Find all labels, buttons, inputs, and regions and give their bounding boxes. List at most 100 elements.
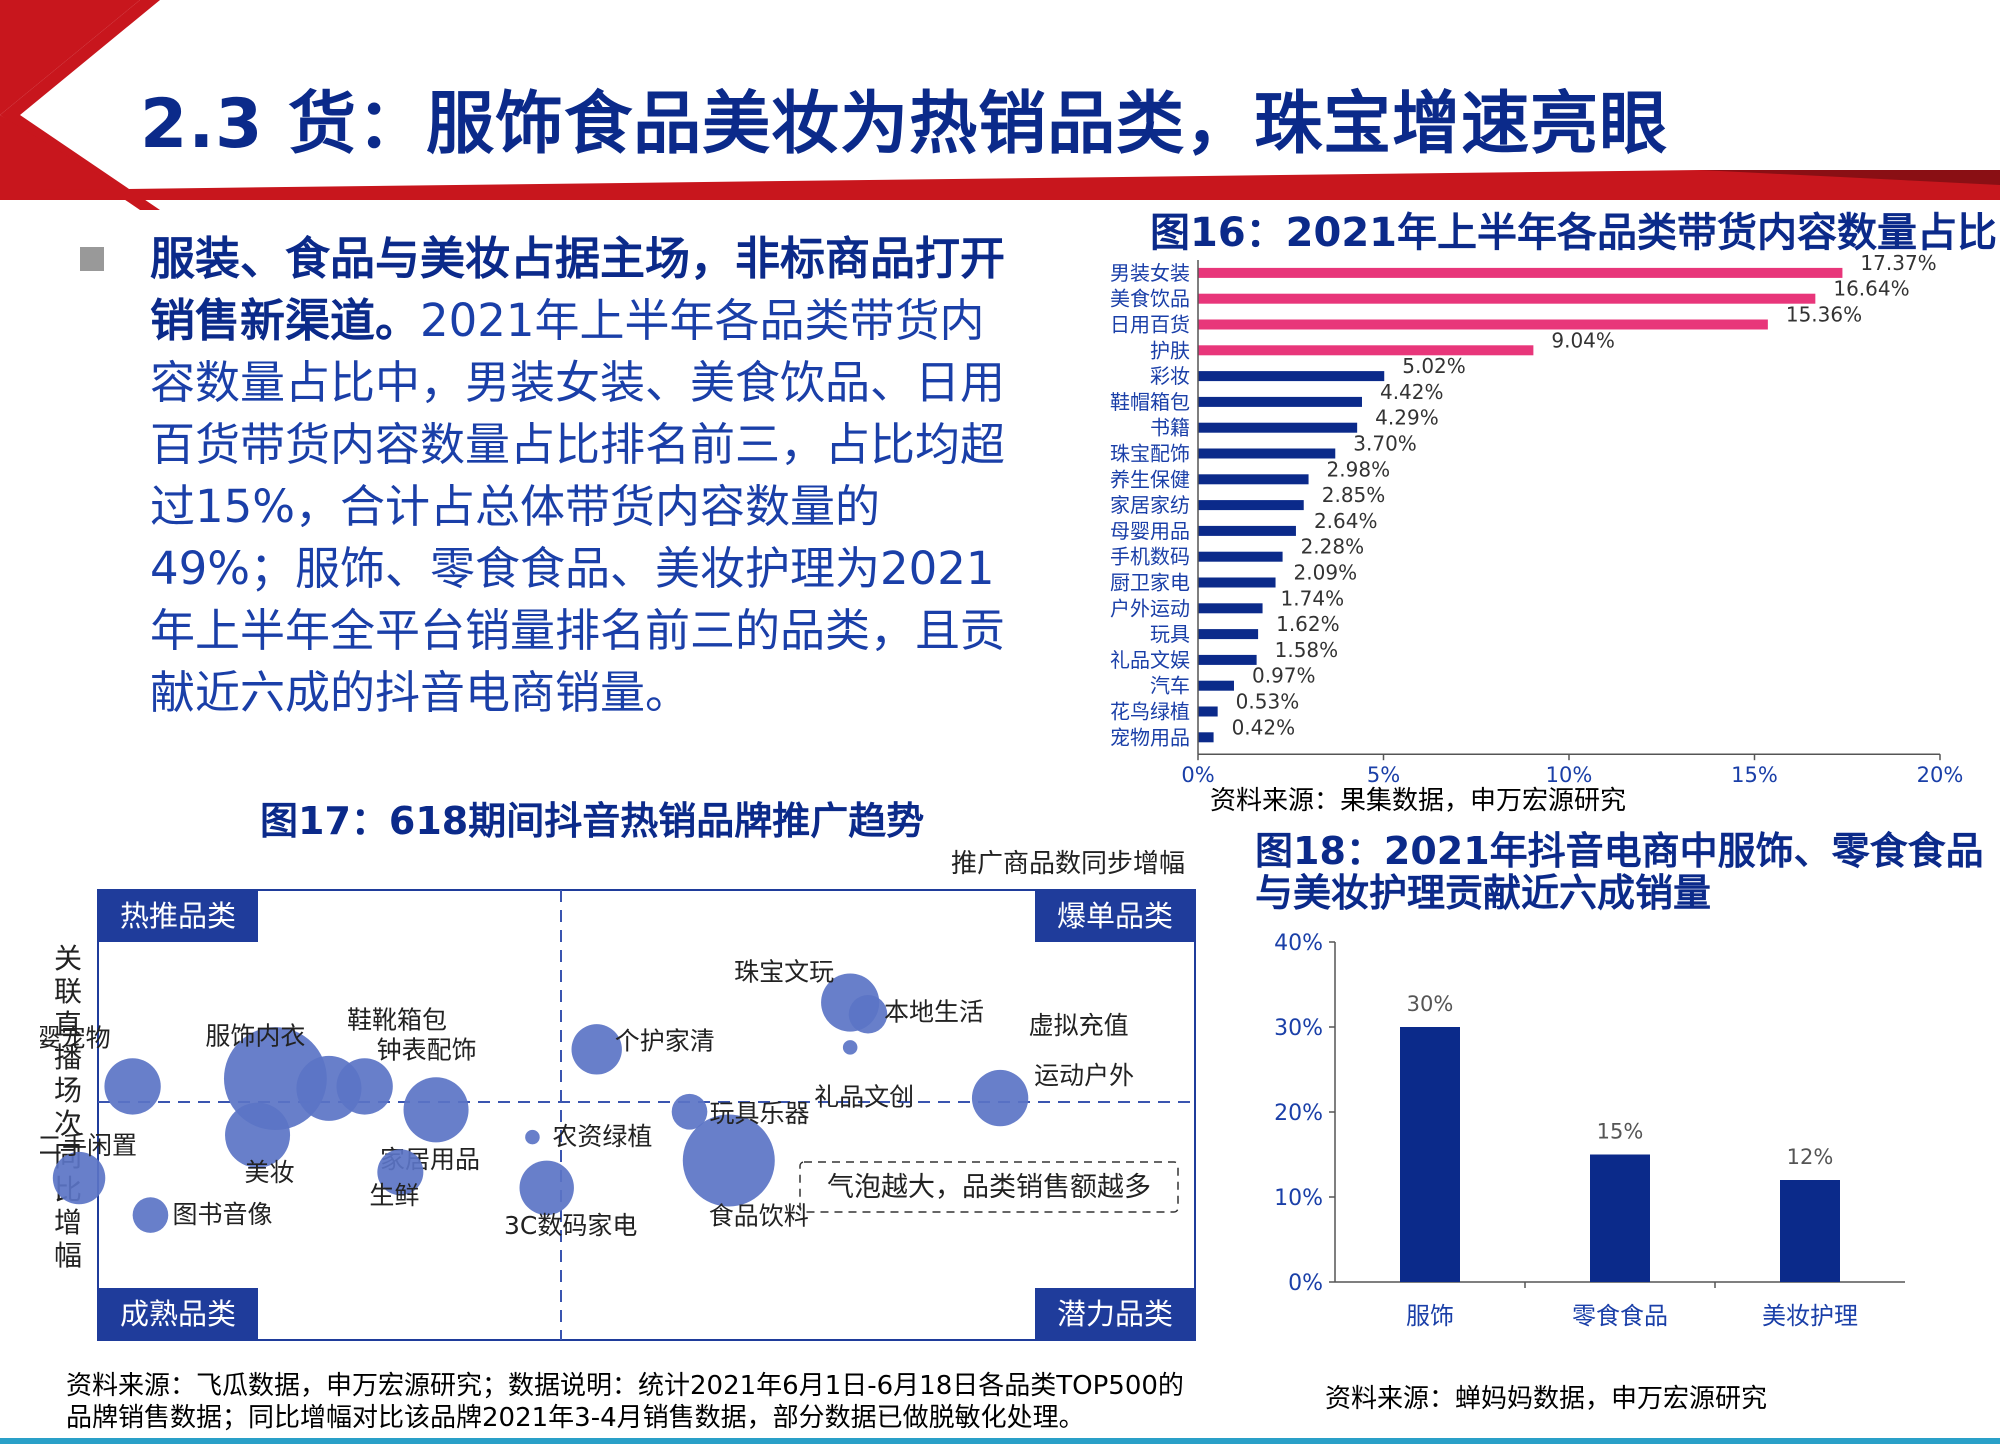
fig17-y-axis-char: 幅 (54, 1239, 82, 1272)
fig16-category-label: 养生保健 (1110, 467, 1190, 491)
fig16-bar (1198, 603, 1263, 614)
fig16-value-label: 1.62% (1276, 612, 1340, 636)
fig17-bubble-label: 玩具乐器 (710, 1099, 810, 1128)
fig18-y-tick-label: 20% (1274, 1101, 1323, 1126)
fig16-value-label: 1.74% (1281, 586, 1345, 610)
fig17-quadrant-bottom-right-label: 潜力品类 (1057, 1297, 1173, 1331)
fig16-category-label: 鞋帽箱包 (1110, 390, 1190, 414)
fig17-bubble (132, 1197, 169, 1233)
fig17-y-axis-char: 联 (54, 975, 82, 1008)
fig17-bubble (336, 1058, 393, 1115)
fig16-bar (1198, 500, 1304, 511)
fig17-quadrant-bottom-left-box (98, 1288, 258, 1340)
fig16-category-label: 护肤 (1150, 338, 1190, 362)
fig17-bubble (104, 1058, 161, 1115)
fig16-category-label: 手机数码 (1110, 545, 1190, 569)
header-red-band-tip (1700, 170, 2000, 185)
fig17-bubble (377, 1149, 424, 1196)
fig17-bubble (848, 995, 888, 1034)
fig17-quadrant-top-right-label: 爆单品类 (1057, 899, 1173, 933)
fig16-category-label: 珠宝配饰 (1110, 442, 1190, 466)
body-paragraph: 服装、食品与美妆占据主场，非标商品打开销售新渠道。2021年上半年各品类带货内容… (150, 228, 1020, 724)
fig16-bar (1198, 293, 1816, 304)
fig17-bubble (971, 1069, 1029, 1127)
fig17-y-axis-char: 场 (54, 1074, 82, 1107)
fig16-value-label: 3.70% (1353, 432, 1417, 456)
fig18-y-tick-label: 0% (1288, 1271, 1323, 1296)
header-red-chevron-fill (0, 0, 140, 115)
fig17-bubble-label: 服饰内衣 (205, 1022, 305, 1051)
fig16-x-tick-label: 20% (1917, 763, 1964, 785)
fig16-x-tick-label: 15% (1731, 763, 1778, 785)
page-title: 2.3 货：服饰食品美妆为热销品类，珠宝增速亮眼 (140, 85, 1669, 164)
fig18-title-line1: 图18：2021年抖音电商中服饰、零食食品 (1255, 829, 1984, 873)
fig16-bar (1198, 371, 1385, 382)
fig17-bubble (52, 1151, 106, 1205)
fig16-bar (1198, 577, 1276, 588)
fig16-category-label: 美食饮品 (1110, 287, 1190, 311)
fig16-value-label: 16.64% (1833, 277, 1909, 301)
fig16-category-label: 汽车 (1150, 674, 1190, 698)
fig17-bubble (403, 1077, 469, 1143)
fig16-category-label: 男装女装 (1110, 261, 1190, 285)
fig18-bar (1590, 1154, 1650, 1282)
fig16-bar (1198, 732, 1214, 743)
fig16-bar (1198, 706, 1218, 717)
fig16-value-label: 2.28% (1301, 535, 1365, 559)
fig17-bubble-label: 运动户外 (1034, 1061, 1134, 1090)
fig16-value-label: 0.53% (1236, 690, 1300, 714)
fig16-category-label: 玩具 (1150, 622, 1190, 646)
fig16-value-label: 2.85% (1322, 483, 1386, 507)
fig17-bubble (519, 1160, 574, 1216)
fig16-category-label: 彩妆 (1150, 364, 1190, 388)
fig17-bubble-label: 虚拟充值 (1029, 1011, 1129, 1040)
fig16-x-tick-label: 10% (1546, 763, 1593, 785)
fig18-value-label: 15% (1597, 1120, 1644, 1144)
fig17-bubble-label: 生鲜 (369, 1181, 419, 1210)
fig17-quadrant-top-left-box (98, 890, 258, 942)
fig17-legend-box (799, 1161, 1179, 1213)
fig18-value-label: 12% (1787, 1145, 1834, 1169)
fig18-y-tick-label: 30% (1274, 1016, 1323, 1041)
fig18-category-label: 零食食品 (1572, 1302, 1668, 1330)
fig16-category-label: 户外运动 (1110, 596, 1190, 620)
fig16-bar (1198, 551, 1283, 562)
fig17-legend-note: 气泡越大，品类销售额越多 (827, 1172, 1151, 1203)
fig17-y-axis-char: 次 (54, 1107, 82, 1140)
fig17-bubble (571, 1024, 622, 1075)
fig16-bar (1198, 448, 1336, 459)
fig16-category-label: 日用百货 (1110, 313, 1190, 337)
fig16-bar (1198, 525, 1296, 536)
fig18-value-label: 30% (1407, 992, 1454, 1016)
fig17-bubble-label: 二手闲置 (40, 1131, 137, 1160)
fig16-category-label: 家居家纺 (1110, 493, 1190, 517)
fig17-bubble-label: 钟表配饰 (377, 1035, 477, 1064)
fig17-bubble (842, 1040, 858, 1055)
fig16-category-label: 礼品文娱 (1110, 648, 1190, 672)
fig18-source: 资料来源：蝉妈妈数据，申万宏源研究 (1325, 1384, 1768, 1414)
fig17-frame (97, 889, 1196, 1341)
fig17-bubble-label: 本地生活 (884, 997, 984, 1026)
fig16-value-label: 0.42% (1232, 715, 1296, 739)
fig17-bubble-label: 3C数码家电 (504, 1211, 637, 1240)
fig18-bar (1780, 1180, 1840, 1282)
fig16-value-label: 17.37% (1860, 251, 1936, 275)
fig18-category-label: 美妆护理 (1762, 1302, 1858, 1330)
fig17-quadrant-bottom-left-label: 成熟品类 (120, 1297, 236, 1331)
fig17-title: 图17：618期间抖音热销品牌推广趋势 (260, 799, 925, 843)
fig16-chart: 男装女装 17.37% 美食饮品 16.64% 日用百货 15.36% 护肤 9.04% 彩妆 5… (1110, 251, 1964, 785)
fig17-bubble-label: 个护家清 (615, 1026, 715, 1055)
fig16-bar (1198, 474, 1309, 485)
bullet-square-icon (80, 247, 104, 271)
fig17-y-axis-char: 直 (54, 1008, 82, 1041)
fig16-bar (1198, 396, 1362, 407)
header-banner (0, 0, 2000, 210)
fig17-bubble-label: 农资绿植 (552, 1122, 652, 1151)
fig17-bubble-label: 母婴宠物 (40, 1023, 111, 1052)
fig16-value-label: 1.58% (1275, 638, 1339, 662)
fig16-category-label: 书籍 (1150, 416, 1190, 440)
fig17-source-line2: 品牌销售数据；同比增幅对比该品牌2021年3-4月销售数据，部分数据已做脱敏化处… (66, 1403, 1085, 1433)
fig17-quadrant-top-right-box (1035, 890, 1195, 942)
fig18-y-tick-label: 10% (1274, 1186, 1323, 1211)
